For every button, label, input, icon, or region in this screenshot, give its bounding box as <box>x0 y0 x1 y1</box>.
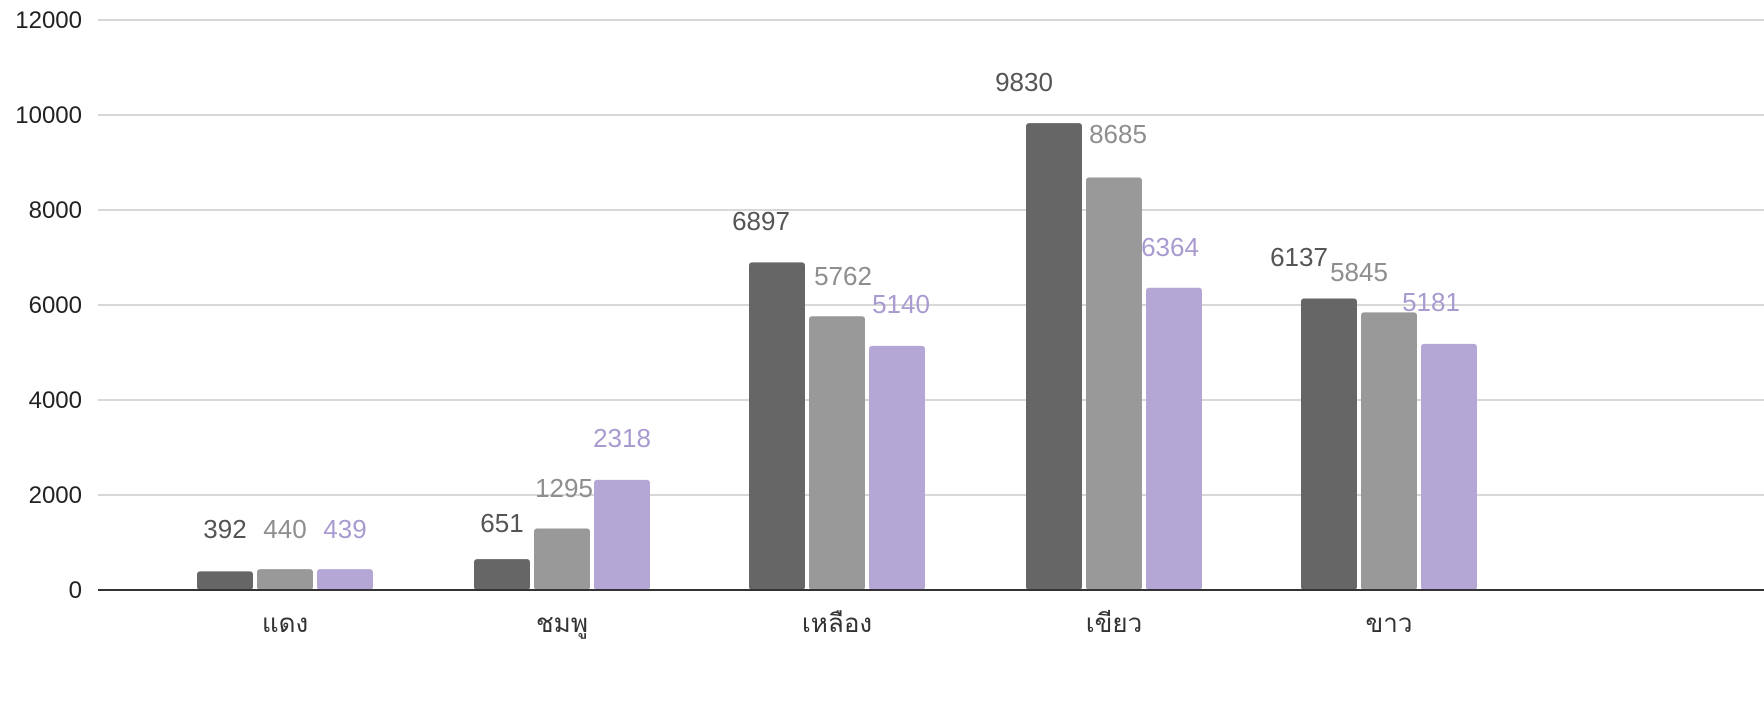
data-label: 5762 <box>814 261 872 291</box>
bar <box>809 316 865 590</box>
data-label: 1295 <box>535 473 593 503</box>
data-label: 5845 <box>1330 257 1388 287</box>
bar <box>474 559 530 590</box>
x-tick-label: เหลือง <box>802 609 872 639</box>
data-label: 439 <box>323 514 366 544</box>
bar <box>1026 123 1082 590</box>
data-label: 6364 <box>1141 232 1199 262</box>
data-label: 651 <box>480 508 523 538</box>
data-label: 6897 <box>732 206 790 236</box>
data-labels: 392 651 6897 9830 6137 440 1295 5762 8685 5845 439… <box>203 67 1460 544</box>
bar <box>257 569 313 590</box>
x-axis-categories: แดง ชมพู เหลือง เขียว ขาว <box>262 609 1413 639</box>
bar <box>594 479 650 590</box>
bar <box>1421 343 1477 590</box>
bar <box>869 345 925 590</box>
data-label: 2318 <box>593 423 651 453</box>
y-tick-label: 10000 <box>15 102 82 129</box>
data-label: 440 <box>263 514 306 544</box>
x-tick-label: ชมพู <box>536 609 588 639</box>
y-tick-label: 6000 <box>29 292 82 319</box>
bar <box>1086 177 1142 590</box>
y-tick-label: 4000 <box>29 387 82 414</box>
y-axis-ticks: 0 2000 4000 6000 8000 10000 12000 <box>15 7 82 604</box>
bar <box>317 569 373 590</box>
y-tick-label: 12000 <box>15 7 82 34</box>
bar <box>534 528 590 590</box>
bar <box>749 262 805 590</box>
x-tick-label: เขียว <box>1086 609 1143 639</box>
data-label: 5140 <box>872 289 930 319</box>
data-label: 392 <box>203 514 246 544</box>
y-tick-label: 0 <box>69 577 82 604</box>
bar <box>1361 312 1417 590</box>
bar <box>1146 287 1202 590</box>
gridlines <box>98 19 1764 496</box>
data-label: 6137 <box>1270 242 1328 272</box>
data-label: 8685 <box>1089 119 1147 149</box>
bars <box>197 123 1477 590</box>
y-tick-label: 8000 <box>29 197 82 224</box>
data-label: 9830 <box>995 67 1053 97</box>
x-tick-label: แดง <box>262 609 308 639</box>
data-label: 5181 <box>1402 287 1460 317</box>
x-tick-label: ขาว <box>1366 609 1413 639</box>
bar <box>197 571 253 590</box>
y-tick-label: 2000 <box>29 482 82 509</box>
bar <box>1301 298 1357 590</box>
